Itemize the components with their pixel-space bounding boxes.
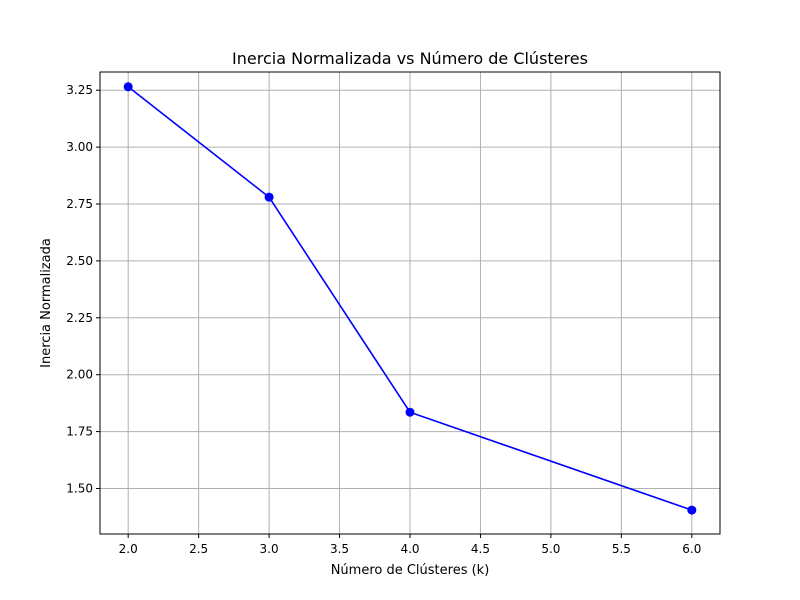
x-tick-label: 3.0 <box>260 542 279 556</box>
data-point <box>687 505 697 515</box>
y-tick-label: 2.75 <box>66 197 93 211</box>
grid-lines <box>100 72 720 534</box>
data-point <box>264 192 274 202</box>
data-point <box>405 407 415 417</box>
x-axis-label: Número de Clústeres (k) <box>331 563 490 578</box>
y-tick-label: 1.75 <box>66 425 93 439</box>
x-tick-label: 5.5 <box>612 542 631 556</box>
x-tick-label: 5.0 <box>541 542 560 556</box>
x-tick-label: 4.5 <box>471 542 490 556</box>
x-tick-label: 4.0 <box>400 542 419 556</box>
chart-title: Inercia Normalizada vs Número de Clúster… <box>232 49 588 68</box>
y-tick-label: 3.25 <box>66 83 93 97</box>
y-axis-label: Inercia Normalizada <box>39 238 54 368</box>
x-tick-label: 2.5 <box>189 542 208 556</box>
y-tick-label: 2.00 <box>66 368 93 382</box>
x-tick-label: 6.0 <box>682 542 701 556</box>
y-tick-label: 1.50 <box>66 481 93 495</box>
data-point <box>123 82 133 92</box>
y-tick-label: 2.50 <box>66 254 93 268</box>
series-line <box>127 86 693 511</box>
x-tick-label: 3.5 <box>330 542 349 556</box>
series-layer <box>123 82 697 515</box>
y-tick-label: 2.25 <box>66 311 93 325</box>
y-tick-label: 3.00 <box>66 140 93 154</box>
x-tick-label: 2.0 <box>119 542 138 556</box>
axis-ticks: 2.0 2.5 3.0 3.5 4.0 4.5 5.0 5.5 6.0 1.50 1.75 2.00 2… <box>66 83 701 556</box>
